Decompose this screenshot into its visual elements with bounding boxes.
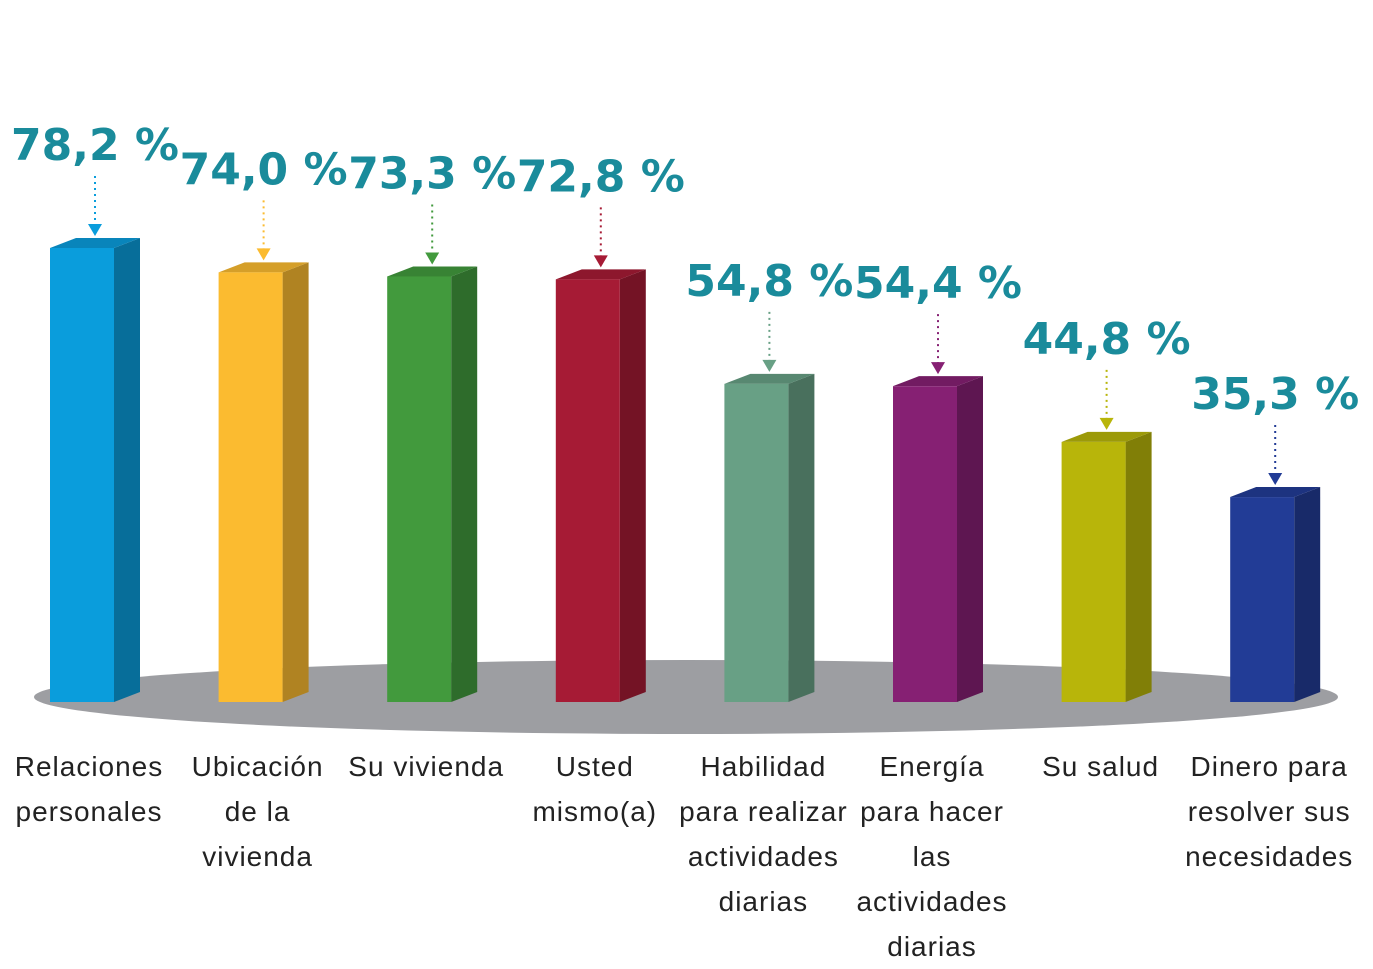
bar-side xyxy=(1294,487,1321,702)
value-label: 54,4 % xyxy=(854,258,1022,309)
value-label: 72,8 % xyxy=(517,151,685,202)
pointer-head xyxy=(425,252,440,265)
bar-top xyxy=(387,266,478,277)
pointer-head xyxy=(931,362,945,375)
bar xyxy=(50,248,114,702)
value-label: 78,2 % xyxy=(11,120,179,171)
bar xyxy=(724,383,789,702)
bar-top xyxy=(1061,431,1152,442)
bar-side xyxy=(957,376,983,702)
category-label: Relaciones personales xyxy=(14,751,164,827)
category-label: Su salud xyxy=(1042,751,1160,782)
floor xyxy=(34,660,1338,734)
bar xyxy=(218,272,283,702)
bar xyxy=(555,279,620,702)
value-label: 54,8 % xyxy=(685,256,853,307)
category-label: Dinero para resolver sus necesidades xyxy=(1185,751,1354,872)
category-label: Su vivienda xyxy=(348,751,505,782)
category-label: Usted mismo(a) xyxy=(532,751,658,827)
value-label: 44,8 % xyxy=(1023,314,1191,365)
pointer-head xyxy=(1099,417,1114,430)
bar-side xyxy=(619,269,646,702)
pointer-head xyxy=(762,359,777,372)
bar-side xyxy=(114,238,140,702)
value-label: 74,0 % xyxy=(180,144,348,195)
bar xyxy=(387,276,452,702)
bar-top xyxy=(724,373,815,384)
category-label: Energía para hacer las actividades diari… xyxy=(856,751,1008,962)
bar-top xyxy=(218,262,309,273)
bar-top xyxy=(555,269,646,280)
pointer-head xyxy=(593,255,608,268)
value-label: 35,3 % xyxy=(1191,369,1359,420)
category-label: Habilidad para realizar actividades diar… xyxy=(679,751,848,917)
bar-top xyxy=(50,238,140,248)
bar-side xyxy=(282,262,309,702)
bar xyxy=(1061,441,1126,702)
value-label: 73,3 % xyxy=(348,148,516,199)
bar-side xyxy=(451,266,478,702)
bar-top xyxy=(1230,487,1321,498)
pointer-head xyxy=(1268,473,1283,486)
bar-top xyxy=(893,376,983,387)
bar xyxy=(1230,497,1295,702)
bar xyxy=(893,386,957,702)
bar-side xyxy=(1125,431,1152,702)
pointer-head xyxy=(256,248,271,261)
pointer-head xyxy=(88,224,102,236)
category-label: Ubicación de la vivienda xyxy=(191,751,324,872)
bar-side xyxy=(788,373,815,702)
